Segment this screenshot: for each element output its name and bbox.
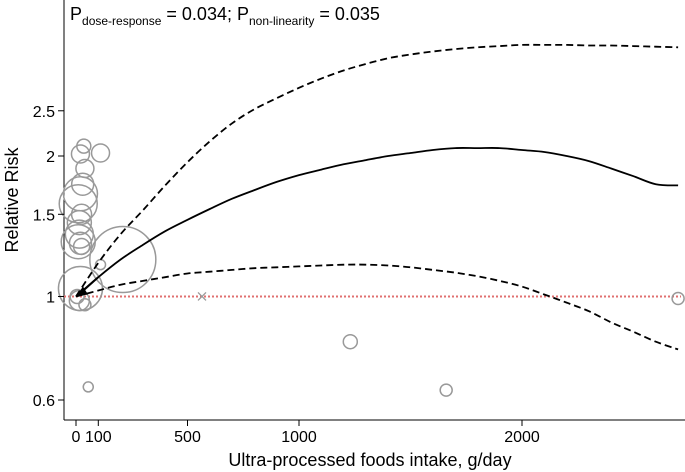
y-axis-title: Relative Risk — [2, 146, 22, 252]
series-line-lower-95-ci — [75, 263, 679, 351]
series-line-upper-95-ci — [75, 43, 679, 297]
origin-arrow-head — [76, 286, 88, 297]
y-tick-label-2: 1.5 — [33, 207, 55, 224]
study-point-14 — [89, 225, 157, 294]
x-tick-label-1: 100 — [85, 429, 112, 446]
y-tick-label-3: 2 — [46, 149, 55, 166]
series-line-pooled-dose-response — [75, 147, 679, 298]
study-point-5 — [62, 176, 99, 212]
study-point-21 — [671, 291, 685, 306]
study-point-0 — [70, 144, 91, 164]
study-point-18 — [78, 297, 92, 312]
p-nonlin-value: = 0.035 — [314, 4, 380, 24]
plot-area — [63, 0, 685, 421]
study-point-8 — [66, 209, 93, 236]
study-point-20 — [439, 383, 453, 397]
x-axis-title: Ultra-processed foods intake, g/day — [228, 450, 511, 470]
study-point-19 — [342, 333, 359, 350]
p-nonlin-prefix: P — [237, 4, 249, 24]
p-value-annotation: Pdose-response = 0.034; Pnon-linearity =… — [70, 4, 380, 28]
study-point-1 — [76, 138, 92, 154]
x-tick-label-2: 500 — [174, 429, 201, 446]
x-tick-label-0: 0 — [72, 429, 81, 446]
study-point-6 — [58, 184, 98, 224]
p-dose-value: = 0.034; — [161, 4, 237, 24]
p-dose-subscript: dose-response — [82, 14, 162, 28]
cross-mark-0 — [197, 292, 207, 301]
x-tick-label-3: 1000 — [281, 429, 317, 446]
p-nonlin-subscript: non-linearity — [249, 14, 314, 28]
p-dose-prefix: P — [70, 4, 82, 24]
y-tick-label-4: 2.5 — [33, 104, 55, 121]
y-tick-label-1: 1 — [46, 289, 55, 306]
x-tick-label-4: 2000 — [504, 429, 540, 446]
arrow-layer — [76, 276, 99, 297]
study-point-12 — [72, 237, 91, 256]
study-point-2 — [90, 143, 111, 163]
study-point-15 — [57, 265, 104, 312]
y-axis-ticks: 0.6 1 1.5 2 2.5 — [33, 104, 64, 410]
y-tick-label-0: 0.6 — [33, 393, 55, 410]
x-axis-ticks: 0 100 500 1000 2000 — [72, 420, 540, 446]
study-point-22 — [82, 381, 95, 393]
curves-layer — [75, 43, 679, 351]
study-points-layer — [57, 138, 685, 397]
